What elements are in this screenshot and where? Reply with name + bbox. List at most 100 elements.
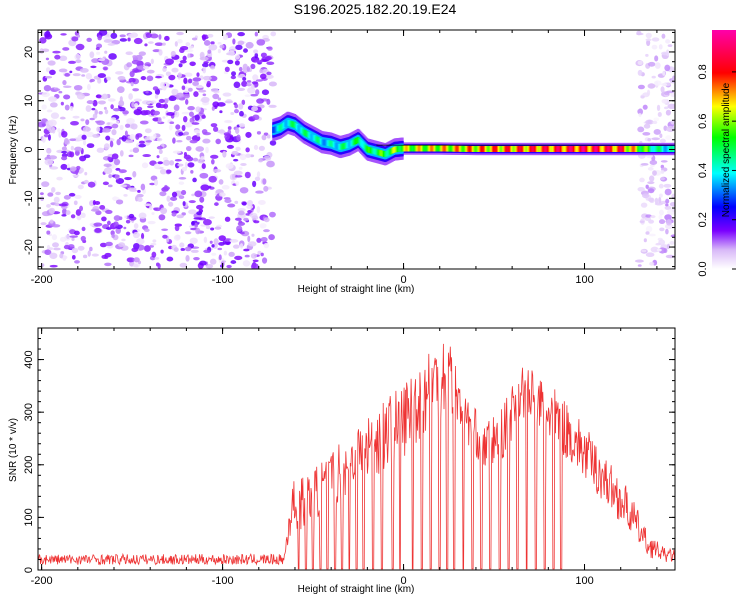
noise-cell — [62, 255, 67, 261]
noise-cell — [642, 193, 650, 199]
noise-cell — [72, 115, 80, 119]
noise-cell — [228, 46, 237, 53]
noise-cell — [87, 250, 91, 257]
noise-cell — [227, 59, 234, 65]
noise-cell — [169, 121, 175, 125]
heatmap-y-ticks: -20 -10 0 10 20 — [23, 31, 675, 268]
noise-cell — [106, 76, 111, 81]
noise-cell — [640, 163, 649, 166]
noise-cell — [202, 66, 207, 74]
noise-cell — [54, 88, 61, 92]
noise-cell — [258, 145, 265, 151]
noise-cell — [166, 195, 171, 202]
noise-cell — [137, 197, 143, 203]
noise-cell — [200, 184, 210, 191]
noise-cell — [51, 234, 58, 241]
noise-cell — [219, 192, 226, 197]
snr-series-line — [38, 343, 675, 570]
noise-cell — [105, 227, 112, 230]
noise-cell — [237, 87, 246, 91]
noise-cell — [158, 149, 163, 155]
noise-cell — [119, 124, 124, 131]
noise-cell — [187, 105, 195, 111]
noise-cell — [71, 254, 76, 260]
noise-cell — [177, 39, 183, 44]
noise-cell — [664, 223, 674, 229]
noise-cell — [208, 44, 218, 51]
chart-title: S196.2025.182.20.19.E24 — [293, 1, 457, 17]
noise-cell — [150, 242, 157, 246]
noise-cell — [239, 243, 244, 249]
colorbar-tick-label: 0.2 — [697, 212, 709, 227]
noise-cell — [68, 192, 76, 197]
noise-cell — [53, 196, 60, 203]
noise-cell — [645, 38, 652, 42]
noise-cell — [95, 51, 101, 55]
noise-cell — [217, 48, 221, 54]
noise-cell — [187, 78, 193, 84]
noise-cell — [53, 247, 61, 251]
heatmap-x-tick-label: 100 — [575, 274, 593, 286]
noise-cell — [150, 33, 159, 39]
noise-cell — [92, 99, 98, 107]
noise-cell — [144, 43, 148, 47]
noise-cell — [118, 169, 127, 174]
noise-cell — [185, 99, 189, 105]
noise-cell — [58, 68, 68, 73]
noise-cell — [149, 182, 156, 186]
noise-cell — [98, 57, 106, 62]
snr-series — [38, 343, 675, 570]
noise-cell — [660, 160, 668, 163]
noise-cell — [178, 63, 183, 68]
noise-cell — [661, 51, 669, 56]
noise-cell — [69, 166, 77, 172]
noise-cell — [234, 217, 242, 221]
noise-cell — [96, 126, 101, 132]
noise-cell — [147, 220, 156, 225]
noise-cell — [218, 179, 224, 185]
noise-cell — [71, 36, 79, 42]
noise-cell — [659, 138, 666, 143]
noise-cell — [185, 42, 191, 47]
noise-cell — [201, 114, 206, 119]
noise-cell — [644, 217, 652, 222]
noise-cell — [647, 83, 656, 89]
noise-cell — [235, 127, 240, 134]
noise-cell — [54, 54, 61, 60]
noise-cell — [192, 157, 199, 162]
noise-cell — [159, 168, 167, 175]
noise-cell — [218, 235, 226, 242]
noise-cell — [96, 147, 105, 153]
noise-cell — [73, 230, 80, 236]
noise-cell — [667, 103, 675, 110]
noise-cell — [221, 185, 230, 190]
noise-cell — [111, 123, 119, 129]
noise-cell — [256, 237, 262, 243]
noise-cell — [636, 32, 644, 36]
noise-cell — [642, 131, 651, 136]
noise-cell — [109, 140, 114, 148]
noise-cell — [660, 86, 665, 93]
noise-cell — [169, 160, 175, 166]
noise-cell — [111, 196, 120, 201]
noise-cell — [268, 81, 277, 87]
noise-cell — [133, 223, 139, 229]
noise-cell — [179, 47, 185, 54]
noise-cell — [145, 32, 152, 39]
noise-cell — [245, 147, 250, 153]
noise-cell — [149, 100, 157, 104]
noise-cell — [660, 169, 665, 174]
noise-cell — [196, 72, 200, 77]
noise-cell — [140, 183, 146, 191]
noise-cell — [211, 106, 215, 111]
noise-cell — [89, 246, 93, 252]
noise-cell — [230, 75, 237, 80]
noise-cell — [43, 134, 49, 138]
noise-cell — [64, 104, 70, 111]
noise-cell — [210, 154, 219, 159]
noise-cell — [179, 59, 187, 64]
noise-cell — [108, 174, 112, 179]
noise-cell — [651, 44, 658, 50]
noise-cell — [211, 244, 215, 248]
noise-cell — [192, 81, 200, 86]
